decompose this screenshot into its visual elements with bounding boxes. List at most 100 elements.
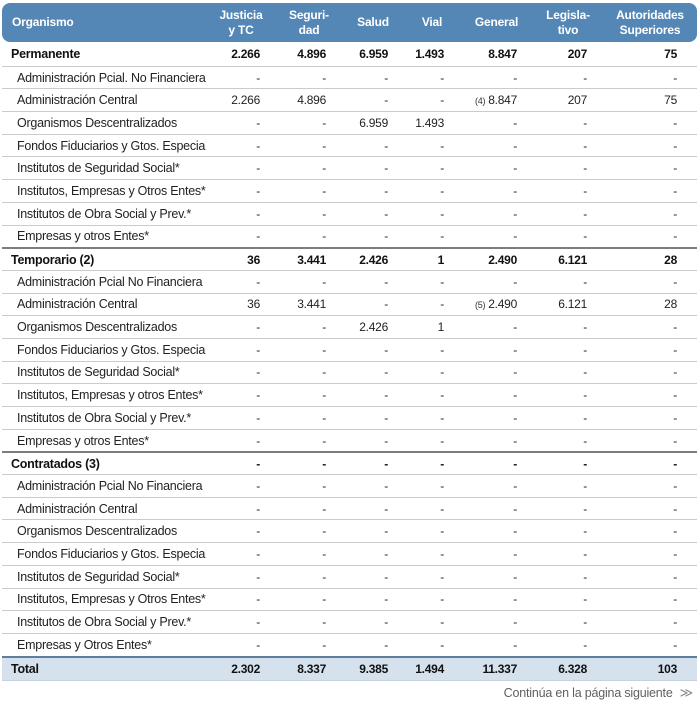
table-row: Temporario (2) 36 3.441 2.426 1 2.490 6.121 28 [2,247,697,270]
value-cell: - [513,70,517,85]
column-header: Autoridades Superiores [616,8,684,37]
value-cell: - [673,342,677,357]
value-cell: - [440,229,444,244]
value-cell: - [384,410,388,425]
value-cell: - [513,501,517,516]
value-cell: - [384,524,388,539]
value-cell: 8.337 [297,661,326,676]
value-cell: - [673,274,677,289]
value-cell: - [513,206,517,221]
row-label: Fondos Fiduciarios y Gtos. Especiales [17,342,206,357]
value-cell: - [513,320,517,335]
value-cell: 2.266 [231,47,260,62]
table-row: Fondos Fiduciarios y Gtos. Especiales - - -… [2,133,697,157]
value-cell: - [384,501,388,516]
value-cell: - [256,115,260,130]
value-cell: - [322,183,326,198]
value-cell: - [322,229,326,244]
value-cell: - [513,410,517,425]
value-cell: - [256,388,260,403]
value-cell: - [513,546,517,561]
row-label: Institutos, Empresas y otros Entes* [17,388,203,403]
table-row: Institutos de Obra Social y Prev.* - - - - - -… [2,610,697,633]
column-header: General [474,15,519,30]
table-row: Administración Central - - - - - - - [2,496,697,520]
value-cell: - [256,183,260,198]
value-cell: 36 [247,297,260,312]
value-cell: - [513,615,517,630]
value-cell: - [583,138,587,153]
value-cell: - [440,569,444,584]
value-cell: - [440,501,444,516]
value-cell: - [256,546,260,561]
table-row: Empresas y Otros Entes* - - - - - - - [2,632,697,656]
value-cell: - [583,456,587,471]
value-cell: - [583,342,587,357]
value-cell: - [440,365,444,380]
table-body: Permanente 2.266 4.896 6.959 1.493 8.847 207 75… [2,43,697,656]
row-label: Institutos de Seguridad Social* [17,365,180,380]
value-cell: - [322,365,326,380]
value-cell: - [440,433,444,448]
value-cell: - [513,365,517,380]
value-cell: 103 [657,661,678,676]
value-cell: - [513,274,517,289]
value-cell: 207 [567,93,588,108]
value-cell: - [513,342,517,357]
table-row: Empresas y otros Entes* - - - - - - - [2,224,697,248]
value-cell: - [583,501,587,516]
value-cell: - [322,138,326,153]
value-cell: - [440,388,444,403]
value-cell: - [513,456,517,471]
value-cell: - [256,274,260,289]
value-cell: - [583,365,587,380]
value-cell: 1.494 [415,661,444,676]
value-cell: 1.493 [415,47,444,62]
table-row: Institutos de Seguridad Social* - - - - - - - [2,156,697,179]
value-cell: - [384,274,388,289]
value-cell: - [513,592,517,607]
value-cell: 3.441 [297,252,326,267]
value-cell: - [256,365,260,380]
value-cell: - [322,478,326,493]
row-label: Empresas y otros Entes* [17,433,149,448]
table-row: Fondos Fiduciarios y Gtos. Especiales - - -… [2,337,697,361]
value-cell: (4) 8.847 [474,93,517,108]
value-cell: - [322,161,326,176]
value-cell: - [440,93,444,108]
value-cell: - [322,524,326,539]
value-cell: - [673,456,677,471]
report-table-page: Organismo Justicia y TC Seguri- dad Salud V… [0,3,699,703]
value-cell: 6.121 [558,297,587,312]
value-cell: - [673,433,677,448]
value-cell: - [256,569,260,584]
value-cell: - [513,478,517,493]
value-cell: - [583,637,587,652]
next-page-chevron-icon: ≫ [679,684,694,700]
value-cell: 9.385 [359,661,388,676]
value-cell: - [673,320,677,335]
value-cell: - [673,478,677,493]
value-cell: - [673,592,677,607]
value-cell: - [256,206,260,221]
table-row: Institutos, Empresas y Otros Entes* - - - - -… [2,179,697,202]
value-cell: - [256,456,260,471]
value-cell: - [322,592,326,607]
row-label: Fondos Fiduciarios y Gtos. Especiales [17,138,206,153]
row-label: Administración Central [17,93,138,108]
value-cell: - [256,524,260,539]
value-cell: - [513,161,517,176]
value-cell: - [322,115,326,130]
value-cell: - [673,115,677,130]
value-cell: - [384,229,388,244]
value-cell: - [583,592,587,607]
value-cell: - [673,615,677,630]
row-label: Institutos de Obra Social y Prev.* [17,410,191,425]
value-cell: - [322,546,326,561]
value-cell: 3.441 [297,297,326,312]
value-cell: - [440,183,444,198]
value-cell: - [322,615,326,630]
value-cell: 2.266 [231,93,260,108]
value-cell: 36 [247,252,260,267]
value-cell: - [322,70,326,85]
